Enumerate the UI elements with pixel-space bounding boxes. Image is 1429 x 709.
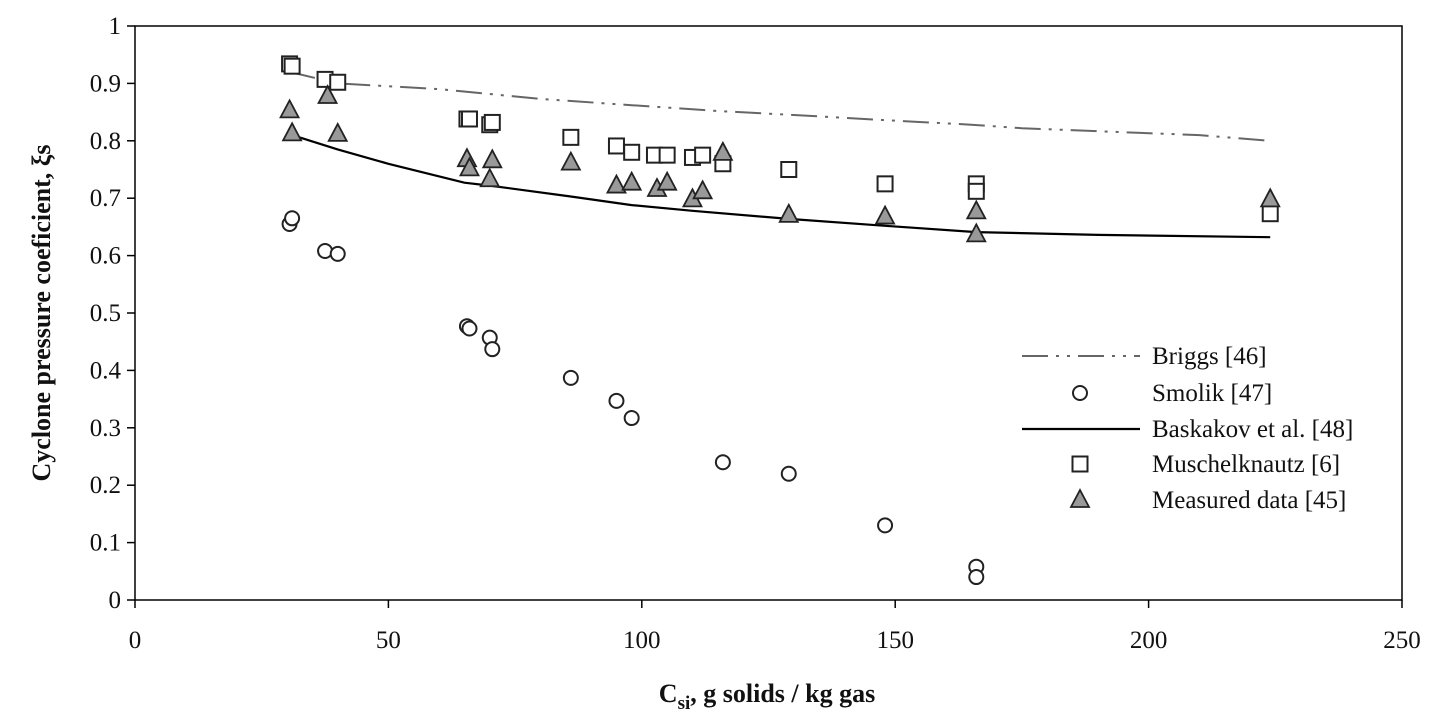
data-point-muschelknautz-6 — [283, 57, 301, 75]
y-tick-label: 0.2 — [90, 472, 121, 499]
y-tick-label: 1 — [109, 13, 122, 40]
y-axis-title: Cyclone pressure coeficient, ξs — [27, 144, 56, 481]
data-point-measured-data-45 — [656, 170, 678, 191]
x-axis-title-subscript: si — [678, 693, 691, 709]
x-axis-title-main: C — [659, 679, 678, 708]
legend-label-smolik-47: Smolik [47] — [1152, 380, 1272, 407]
y-tick-label: 0 — [109, 587, 122, 614]
data-point-muschelknautz-6 — [876, 175, 894, 193]
x-axis-title-rest: , g solids / kg gas — [690, 679, 875, 708]
data-point-smolik-47 — [877, 517, 894, 534]
y-tick-label: 0.1 — [90, 530, 121, 557]
data-point-measured-data-45 — [874, 204, 896, 225]
data-point-smolik-47 — [714, 454, 731, 471]
data-point-smolik-47 — [780, 465, 797, 482]
data-point-smolik-47 — [968, 569, 985, 586]
data-point-smolik-47 — [484, 341, 501, 358]
y-tick-label: 0.5 — [90, 300, 121, 327]
y-tick-label: 0.3 — [90, 415, 121, 442]
y-tick-label: 0.7 — [90, 185, 121, 212]
data-point-measured-data-45 — [778, 202, 800, 223]
series-layer — [279, 55, 1281, 586]
legend-label-briggs-46: Briggs [46] — [1152, 343, 1267, 370]
data-point-measured-data-45 — [965, 199, 987, 220]
x-tick-label: 200 — [1130, 627, 1168, 654]
series-measured-data-45 — [279, 84, 1281, 243]
data-point-smolik-47 — [317, 243, 334, 260]
y-tick-label: 0.8 — [90, 128, 121, 155]
series-briggs-46 — [289, 70, 1271, 142]
x-tick-label: 50 — [376, 627, 401, 654]
x-axis-title: Csi, g solids / kg gas — [659, 679, 875, 709]
series-smolik-47 — [281, 210, 985, 586]
legend-label-measured-data-45: Measured data [45] — [1152, 487, 1346, 514]
data-point-measured-data-45 — [1259, 187, 1281, 208]
series-line-briggs-46 — [289, 70, 1271, 142]
data-point-measured-data-45 — [560, 150, 582, 171]
data-point-muschelknautz-6 — [329, 73, 347, 91]
x-tick-label: 100 — [623, 627, 661, 654]
data-point-measured-data-45 — [621, 170, 643, 191]
y-tick-label: 0.6 — [90, 243, 121, 270]
data-point-smolik-47 — [461, 320, 478, 337]
data-point-muschelknautz-6 — [483, 113, 501, 131]
data-point-measured-data-45 — [692, 179, 714, 200]
y-tick-label: 0.4 — [90, 357, 122, 384]
data-point-muschelknautz-6 — [780, 161, 798, 178]
series-muschelknautz-6 — [281, 55, 1279, 223]
x-tick-label: 150 — [876, 627, 914, 654]
data-point-measured-data-45 — [281, 121, 303, 142]
data-point-measured-data-45 — [327, 121, 349, 142]
data-point-measured-data-45 — [317, 84, 339, 104]
y-tick-label: 0.9 — [90, 70, 121, 97]
data-point-smolik-47 — [623, 410, 640, 427]
data-point-muschelknautz-6 — [460, 110, 478, 128]
data-point-smolik-47 — [562, 369, 579, 386]
legend-label-baskakov-et-al-48: Baskakov et al. [48] — [1152, 416, 1353, 443]
legend-swatch-measured-data-45 — [1069, 488, 1091, 508]
data-point-muschelknautz-6 — [562, 128, 580, 146]
data-point-muschelknautz-6 — [658, 146, 676, 164]
legend-label-muschelknautz-6: Muschelknautz [6] — [1152, 451, 1340, 478]
data-point-smolik-47 — [329, 245, 346, 262]
legend-swatch-smolik-47 — [1072, 385, 1088, 401]
data-point-smolik-47 — [284, 210, 301, 227]
data-point-measured-data-45 — [712, 140, 734, 161]
data-point-muschelknautz-6 — [967, 182, 985, 200]
legend-swatch-muschelknautz-6 — [1071, 455, 1089, 473]
data-point-muschelknautz-6 — [1261, 205, 1279, 223]
axes: 0 0.1 0.2 0.3 0.4 0.5 0.6 0.7 0.8 0.9 1 0 50 100 150 20… — [90, 13, 1421, 654]
data-point-muschelknautz-6 — [623, 143, 641, 161]
x-tick-label: 250 — [1383, 627, 1421, 654]
x-tick-label: 0 — [129, 627, 142, 654]
data-point-smolik-47 — [608, 392, 625, 409]
data-point-measured-data-45 — [279, 98, 301, 119]
data-point-measured-data-45 — [965, 222, 987, 243]
data-point-measured-data-45 — [479, 167, 501, 188]
data-point-measured-data-45 — [605, 173, 627, 194]
data-point-muschelknautz-6 — [607, 137, 625, 155]
data-point-measured-data-45 — [458, 156, 480, 177]
data-point-muschelknautz-6 — [694, 146, 712, 164]
legend: Briggs [46] Smolik [47] Baskakov et al. [4… — [1022, 343, 1353, 514]
data-point-measured-data-45 — [481, 148, 503, 169]
